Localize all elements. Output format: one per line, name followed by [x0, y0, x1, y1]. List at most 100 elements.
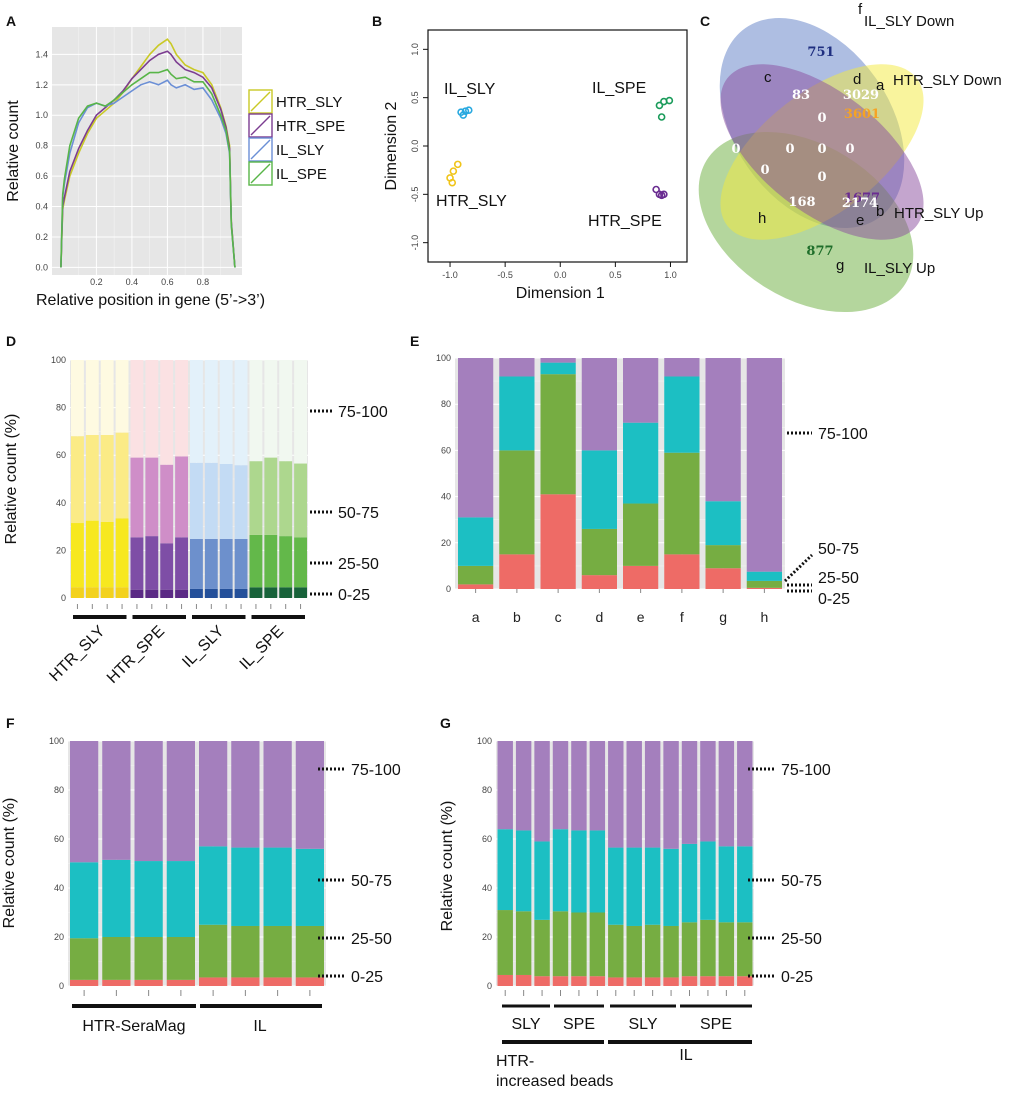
panel-a-x-tick: 0.8 [197, 277, 210, 287]
panel-d-bar-50-75 [264, 457, 278, 535]
panel-a-y-tick: 1.0 [35, 110, 48, 120]
panel-g-bar-50-75 [700, 841, 716, 920]
panel-g-group-label: increased beads [496, 1073, 613, 1090]
panel-d-bar-75-100 [115, 360, 129, 433]
panel-d-bar-0-25 [115, 587, 129, 598]
panel-d-bar-25-50 [264, 534, 278, 588]
panel-b-y-label: Dimension 2 [383, 101, 400, 190]
panel-e-band-label: 50-75 [818, 541, 859, 558]
panel-f-bar-75-100 [199, 741, 228, 847]
panel-e-bar-50-75 [458, 517, 494, 566]
panel-a-background [52, 27, 242, 275]
panel-g-bar-0-25 [626, 977, 642, 986]
panel-f-bar-75-100 [295, 741, 324, 849]
panel-d-bar-75-100 [145, 360, 159, 458]
panel-f-bar-50-75 [102, 859, 131, 937]
panel-a-y-tick: 1.4 [35, 49, 48, 59]
panel-e-bar-25-50 [664, 452, 700, 555]
panel-g-y-tick: 0 [487, 981, 492, 991]
panel-d-bar-0-25 [264, 587, 278, 598]
panel-d-bar-75-100 [234, 360, 248, 466]
panel-d-bar-25-50 [115, 518, 129, 588]
panel-d-y-tick: 100 [51, 355, 66, 365]
panel-g-bar-25-50 [644, 924, 661, 978]
panel-a-y-label: Relative count [5, 100, 22, 202]
venn-region-count: 0 [817, 111, 826, 126]
panel-d-bar-75-100 [100, 360, 114, 435]
panel-a-y-tick: 0.0 [35, 262, 48, 272]
panel-d-bar-0-25 [204, 588, 218, 598]
panel-label-F: F [6, 715, 15, 731]
panel-g-bar-50-75 [626, 847, 642, 926]
panel-a-x-tick: 0.6 [161, 277, 174, 287]
panel-g-bar-75-100 [552, 741, 569, 830]
panel-g-bar-75-100 [589, 741, 606, 831]
panel-g-bar-25-50 [589, 912, 606, 977]
venn-region-letter: h [758, 210, 766, 227]
panel-g-bar-25-50 [515, 911, 532, 975]
panel-d-group-label: HTR_SLY [46, 623, 108, 685]
panel-e-bar-0-25 [499, 554, 535, 589]
panel-f-y-tick: 0 [59, 981, 64, 991]
panel-f-band-label: 50-75 [351, 873, 392, 890]
panel-g-bar-75-100 [644, 741, 661, 848]
panel-d-band-label: 25-50 [338, 556, 379, 573]
venn-region-count: 0 [817, 170, 826, 185]
panel-a-legend-label: IL_SPE [276, 166, 327, 183]
panel-a-y-tick: 0.2 [35, 232, 48, 242]
panel-f-bar-75-100 [231, 741, 260, 848]
panel-g-group-label: HTR- [496, 1053, 534, 1070]
panel-e-x-tick: c [555, 609, 562, 625]
venn-region-count: 0 [785, 142, 794, 157]
panel-g-bar-25-50 [534, 919, 550, 977]
panel-e-x-tick: a [472, 609, 480, 625]
panel-d-bar-25-50 [85, 520, 99, 588]
venn-region-count: 0 [845, 142, 854, 157]
panel-g-subgroup-label: SPE [563, 1016, 595, 1033]
venn-region-count: 0 [817, 142, 826, 157]
panel-e-bar-75-100 [705, 358, 741, 502]
panel-d-bar-75-100 [71, 360, 84, 437]
panel-a-x-tick: 0.4 [126, 277, 139, 287]
panel-a-line-IL_SPE [60, 68, 236, 268]
panel-b-point-HTR_SPE [660, 190, 668, 199]
panel-b-point-HTR_SLY [448, 178, 457, 187]
panel-d-bar-25-50 [130, 537, 144, 590]
venn-region-letter: g [836, 257, 844, 274]
panel-e-bar-75-100 [623, 358, 659, 423]
venn-region-count: 877 [806, 244, 833, 259]
panel-e-x-tick: e [637, 609, 645, 625]
venn-region-count: 83 [792, 88, 810, 103]
panel-d-bar-75-100 [264, 360, 278, 458]
panel-e-bar-75-100 [499, 358, 535, 377]
venn-region-letter: f [858, 1, 863, 18]
panel-f-bar-75-100 [102, 741, 131, 860]
venn-region-letter: e [856, 212, 864, 229]
panel-b-group-label-HTR_SPE: HTR_SPE [588, 213, 662, 230]
panel-f-bar-0-25 [199, 977, 228, 986]
panel-e-x-tick: h [760, 609, 768, 625]
panel-a-y-tick: 0.4 [35, 202, 48, 212]
panel-label-D: D [6, 333, 16, 349]
panel-e-bar-50-75 [746, 571, 782, 581]
panel-f-band-label: 0-25 [351, 969, 383, 986]
panel-d-bar-50-75 [294, 463, 307, 538]
panel-a-y-tick: 0.6 [35, 171, 48, 181]
panel-f-bar-0-25 [102, 979, 131, 986]
venn-region-letter: c [764, 69, 772, 86]
panel-g-bar-25-50 [608, 924, 624, 978]
panel-d-bar-50-75 [175, 456, 188, 538]
panel-f-bar-25-50 [199, 924, 228, 978]
panel-f-bar-50-75 [263, 847, 292, 926]
panel-b-group-label-HTR_SLY: HTR_SLY [436, 193, 507, 210]
panel-d-bar-75-100 [204, 360, 218, 463]
panel-g-bar-0-25 [552, 976, 569, 986]
panel-g-bar-75-100 [534, 741, 550, 842]
panel-f-bar-25-50 [231, 925, 260, 978]
panel-f-bar-50-75 [295, 848, 324, 926]
panel-d-bar-0-25 [294, 587, 307, 598]
panel-f-bar-0-25 [263, 977, 292, 986]
panel-d-bar-0-25 [71, 587, 84, 598]
panel-f-y-tick: 80 [54, 785, 64, 795]
panel-d-bar-0-25 [160, 589, 174, 598]
